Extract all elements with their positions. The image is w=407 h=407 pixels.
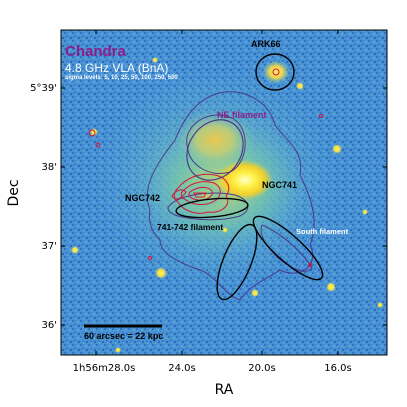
- ne-region: [186, 119, 244, 181]
- x-ticks: [95, 30, 339, 355]
- label-ngc741: NGC741: [262, 180, 297, 190]
- scalebar-label: 60 arcsec = 22 kpc: [84, 331, 163, 341]
- label-ark66: ARK66: [251, 39, 281, 49]
- label-ne-filament: NE filament: [217, 110, 267, 120]
- plot-frame: [60, 29, 388, 356]
- sigma-note: sigma levels: 5, 10, 25, 50, 100, 250, 5…: [65, 75, 178, 81]
- bridge-region: [175, 197, 249, 219]
- y-tick-label: 36': [42, 320, 57, 331]
- x-tick-label: 24.0s: [168, 363, 195, 374]
- south-region-b: [252, 215, 324, 281]
- y-tick-label: 38': [42, 162, 57, 173]
- ark66-region: [255, 53, 295, 91]
- y-tick-label: 37': [42, 241, 57, 252]
- title-main: Chandra: [65, 43, 127, 60]
- x-tick-label: 20.0s: [248, 363, 275, 374]
- radio-contours: [88, 68, 323, 267]
- label-bridge: 741-742 filament: [157, 222, 223, 232]
- x-axis-label: RA: [215, 382, 234, 398]
- y-ticks: [61, 87, 387, 326]
- label-ngc742: NGC742: [125, 193, 160, 203]
- x-tick-label: 16.0s: [324, 363, 351, 374]
- label-south-filament: South filament: [296, 227, 349, 236]
- south-region-a: [216, 223, 258, 301]
- x-tick-label: 1h56m28.0s: [73, 363, 136, 374]
- title-sub: 4.8 GHz VLA (BnA): [65, 61, 168, 75]
- y-tick-label: 5°39': [30, 83, 57, 94]
- y-axis-label: Dec: [6, 179, 22, 206]
- region-ellipses: [175, 53, 324, 301]
